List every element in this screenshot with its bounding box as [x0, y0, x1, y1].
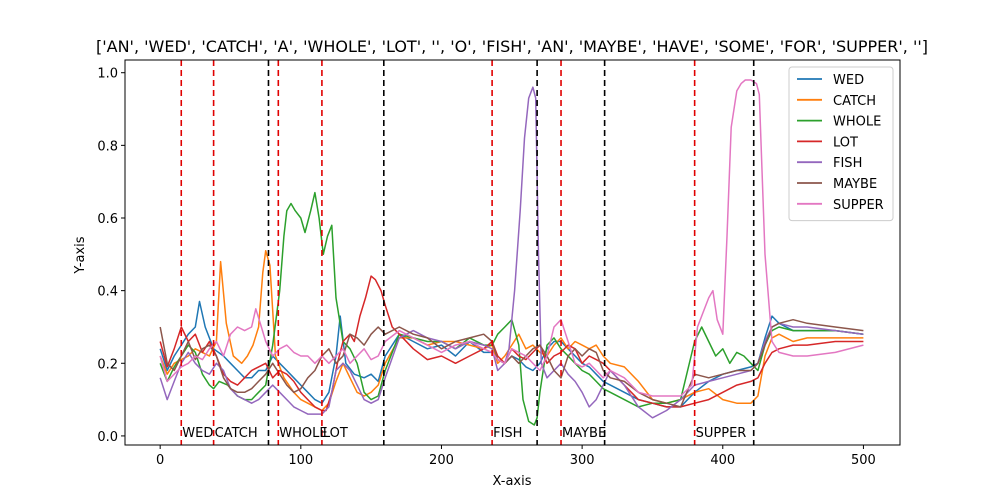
word-annotation-supper: SUPPER: [696, 426, 747, 441]
legend: WED CATCH WHOLE LOT FISH MAYBE SUPPER: [788, 66, 894, 222]
legend-label-fish: FISH: [833, 156, 862, 171]
x-tick-label: 500: [851, 453, 876, 468]
x-tick-label: 200: [429, 453, 454, 468]
series-group: [159, 79, 864, 426]
x-tick-label: 100: [288, 453, 313, 468]
word-annotation-maybe: MAYBE: [562, 426, 606, 441]
series-line-maybe: [159, 318, 864, 408]
word-annotation-lot: LOT: [323, 426, 348, 441]
series-line-catch: [159, 249, 864, 412]
legend-label-wed: WED: [833, 73, 864, 88]
series-line-lot: [159, 275, 864, 412]
legend-label-whole: WHOLE: [833, 115, 881, 130]
axes-frame: [124, 59, 901, 446]
x-tick-label: 400: [710, 453, 735, 468]
y-tick-label: 0.4: [97, 285, 118, 300]
word-annotation-wed: WED: [182, 426, 213, 441]
word-annotation-whole: WHOLE: [279, 426, 327, 441]
series-line-whole: [159, 191, 864, 426]
y-tick-label: 0.0: [97, 430, 118, 445]
y-axis-label: Y-axis: [73, 236, 88, 274]
series-line-fish: [159, 86, 864, 419]
word-annotation-catch: CATCH: [215, 426, 258, 441]
y-tick-label: 0.6: [97, 212, 118, 227]
legend-label-catch: CATCH: [833, 94, 876, 109]
chart-title: ['AN', 'WED', 'CATCH', 'A', 'WHOLE', 'LO…: [96, 37, 928, 56]
legend-label-maybe: MAYBE: [833, 177, 877, 192]
y-tick-label: 1.0: [97, 67, 118, 82]
legend-label-lot: LOT: [833, 135, 858, 150]
x-axis-label: X-axis: [493, 474, 532, 489]
series-line-supper: [159, 79, 864, 397]
x-tick-label: 0: [156, 453, 164, 468]
legend-label-supper: SUPPER: [833, 198, 884, 213]
y-tick-label: 0.8: [97, 139, 118, 154]
word-annotation-fish: FISH: [493, 426, 522, 441]
y-tick-label: 0.2: [97, 357, 118, 372]
x-tick-label: 300: [570, 453, 595, 468]
series-line-wed: [159, 300, 864, 408]
